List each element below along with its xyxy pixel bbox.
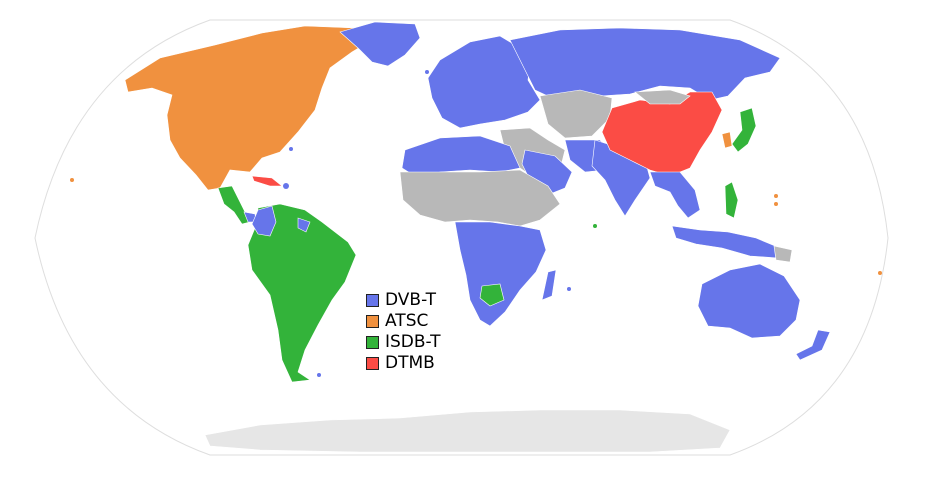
legend-swatch: [366, 336, 379, 349]
legend-swatch: [366, 357, 379, 370]
region-europe: [427, 35, 541, 129]
legend-item-dtmb: DTMB: [366, 353, 441, 374]
region-central-asia: [539, 89, 613, 139]
region-greenland: [339, 21, 421, 67]
region-indonesia: [671, 225, 781, 259]
region-central-america: [217, 185, 251, 225]
region-madagascar: [541, 269, 557, 301]
island-marker: [878, 271, 882, 275]
island-marker: [289, 147, 293, 151]
island-marker: [317, 373, 321, 377]
island-marker: [774, 194, 778, 198]
island-marker: [70, 178, 74, 182]
legend-label: DVB-T: [385, 290, 437, 310]
region-botswana: [479, 283, 505, 307]
region-south-america: [247, 203, 357, 383]
island-marker: [425, 70, 429, 74]
legend-item-atsc: ATSC: [366, 311, 441, 332]
legend-label: ISDB-T: [385, 332, 441, 352]
legend-item-dvbt: DVB-T: [366, 290, 441, 311]
legend-swatch: [366, 315, 379, 328]
island-marker: [774, 202, 778, 206]
legend-label: ATSC: [385, 311, 429, 331]
region-antarctica: [204, 409, 731, 453]
region-south-korea: [721, 131, 733, 149]
legend: DVB-T ATSC ISDB-T DTMB: [366, 290, 441, 374]
region-southern-africa: [454, 221, 547, 327]
region-philippines: [724, 181, 739, 219]
island-marker: [567, 287, 571, 291]
region-cuba: [251, 175, 283, 187]
region-colombia: [251, 205, 277, 237]
region-north-america: [124, 25, 373, 191]
region-russia: [509, 27, 781, 101]
legend-swatch: [366, 294, 379, 307]
region-sahel: [399, 169, 561, 227]
legend-item-isdbt: ISDB-T: [366, 332, 441, 353]
map-frame: [34, 19, 889, 456]
island-marker: [593, 224, 597, 228]
region-australia: [697, 263, 801, 339]
region-new-zealand: [795, 329, 831, 361]
region-mongolia: [634, 89, 691, 105]
region-southeast-asia: [649, 171, 701, 219]
region-papua: [773, 245, 793, 263]
legend-label: DTMB: [385, 353, 435, 373]
island-marker: [283, 183, 289, 189]
region-guianas: [297, 217, 311, 233]
region-japan: [731, 107, 757, 153]
